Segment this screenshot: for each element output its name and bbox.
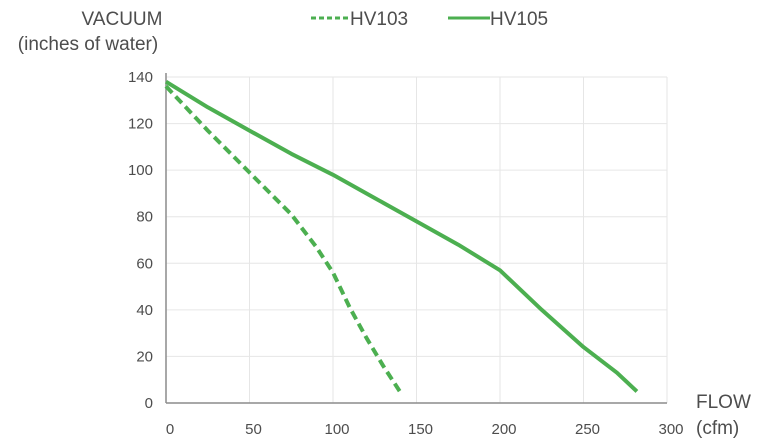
x-axis-title-line-2: (cfm)	[696, 418, 739, 439]
series-layer	[164, 79, 639, 393]
y-tick-label-80: 80	[136, 209, 153, 226]
x-tick-label-150: 150	[408, 421, 433, 438]
legend: HV103 HV105	[311, 9, 548, 30]
series-line-hv103	[164, 84, 402, 393]
y-tick-label-100: 100	[128, 162, 153, 179]
x-tick-label-50: 50	[245, 421, 262, 438]
x-tick-label-0: 0	[166, 421, 174, 438]
y-tick-label-20: 20	[136, 348, 153, 365]
y-tick-label-0: 0	[145, 395, 153, 412]
y-tick-label-40: 40	[136, 302, 153, 319]
x-axis-title-line-1: FLOW	[696, 392, 751, 413]
legend-label-hv103: HV103	[350, 9, 408, 30]
x-tick-label-250: 250	[575, 421, 600, 438]
y-tick-label-140: 140	[128, 69, 153, 86]
series-line-hv105	[164, 79, 639, 393]
x-tick-label-200: 200	[491, 421, 516, 438]
legend-label-hv105: HV105	[490, 9, 548, 30]
y-tick-label-60: 60	[136, 255, 153, 272]
x-tick-label-100: 100	[324, 421, 349, 438]
grid-lines	[166, 76, 668, 403]
y-tick-label-120: 120	[128, 116, 153, 133]
y-axis-title-line-1: VACUUM	[82, 9, 163, 30]
y-axis-title-line-2: (inches of water)	[18, 34, 158, 55]
x-tick-label-300: 300	[658, 421, 683, 438]
tick-labels: 0 20 40 60 80 100 120 140 0 50 100 150 200 250 300	[128, 69, 684, 438]
